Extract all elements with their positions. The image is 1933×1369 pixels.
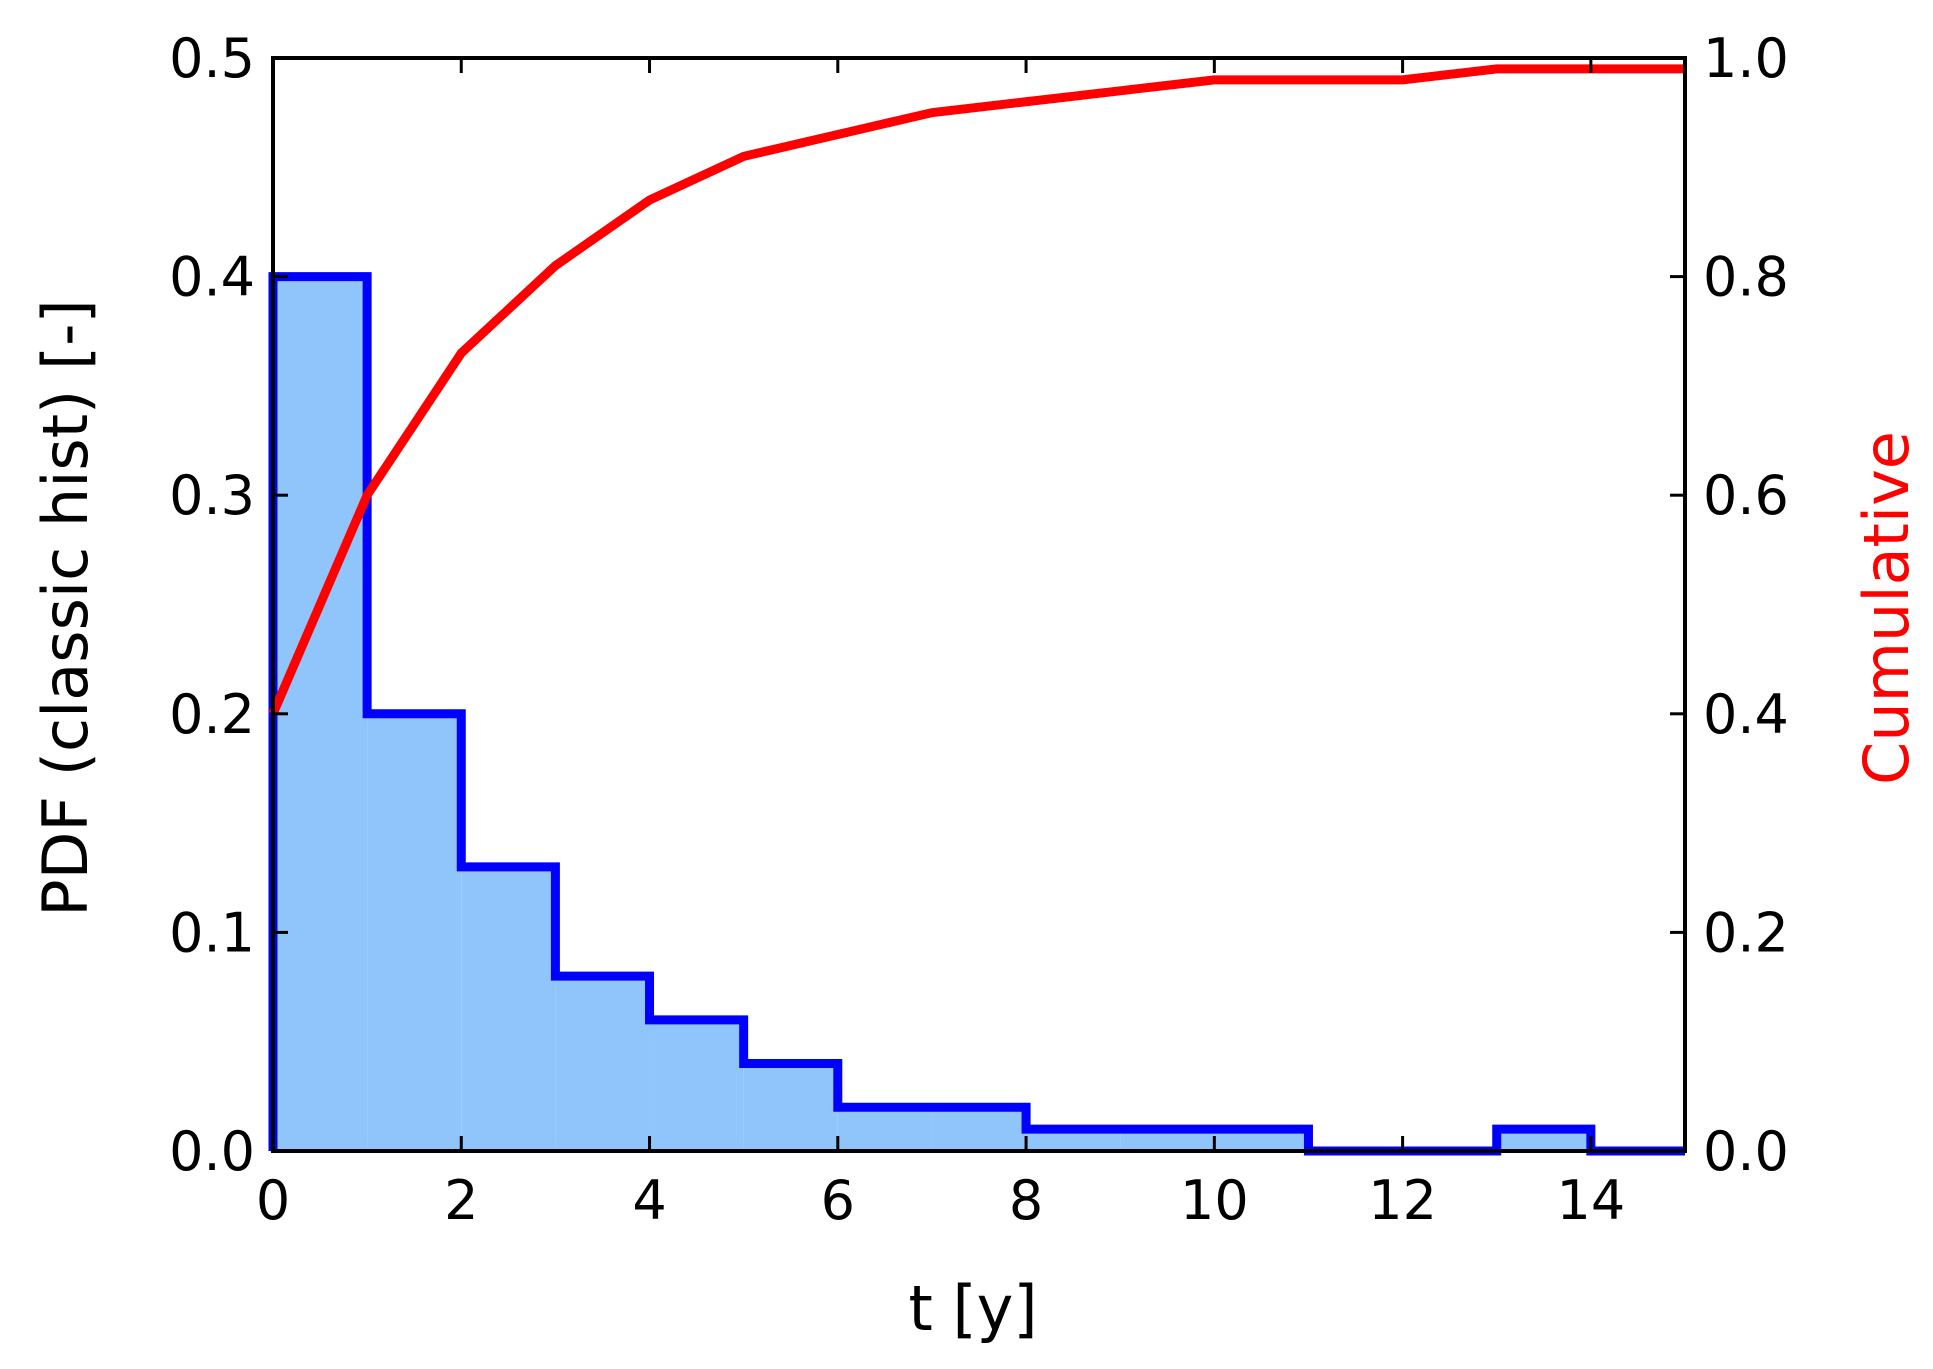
histogram-bar <box>649 1019 744 1151</box>
histogram-bar <box>461 866 556 1151</box>
y2-tick-label: 0.4 <box>1703 683 1789 746</box>
y2-tick-label: 1.0 <box>1703 27 1789 90</box>
x-tick-label: 0 <box>256 1169 290 1232</box>
y2-tick-label: 0.0 <box>1703 1120 1789 1183</box>
y-tick-label: 0.4 <box>169 246 255 309</box>
histogram-bar <box>1214 1129 1309 1151</box>
histogram-bar <box>743 1063 838 1151</box>
y2-axis-title: Cumulative <box>1850 431 1923 785</box>
y-tick-label: 0.2 <box>169 683 255 746</box>
y-tick-label: 0.5 <box>169 27 255 90</box>
x-tick-label: 10 <box>1180 1169 1249 1232</box>
x-tick-label: 6 <box>821 1169 855 1232</box>
y-tick-label: 0.0 <box>169 1120 255 1183</box>
histogram-bar <box>1496 1129 1591 1151</box>
x-tick-label: 2 <box>444 1169 478 1232</box>
x-tick-label: 4 <box>632 1169 666 1232</box>
histogram-layer <box>268 272 1685 1156</box>
histogram-bar <box>1120 1129 1215 1151</box>
histogram-bar <box>1026 1129 1121 1151</box>
histogram-bar <box>931 1107 1027 1151</box>
x-axis-title: t [y] <box>908 1272 1037 1345</box>
histogram-bar <box>555 976 650 1151</box>
y-tick-label: 0.3 <box>169 464 255 527</box>
x-tick-label: 12 <box>1368 1169 1437 1232</box>
histogram-bar <box>367 713 462 1151</box>
y-tick-label: 0.1 <box>169 901 255 964</box>
x-tick-label: 14 <box>1557 1169 1626 1232</box>
x-tick-label: 8 <box>1009 1169 1043 1232</box>
cumulative-layer <box>268 64 1685 716</box>
plot-frame <box>271 56 1687 1153</box>
y2-tick-label: 0.6 <box>1703 464 1789 527</box>
histogram-bar <box>273 276 368 1152</box>
y2-tick-label: 0.2 <box>1703 901 1789 964</box>
y-axis-title: PDF (classic hist) [-] <box>29 299 102 916</box>
cumulative-series-line <box>268 64 1685 716</box>
y2-tick-label: 0.8 <box>1703 246 1789 309</box>
histogram-bar <box>837 1107 932 1151</box>
axes-layer: 0 2 4 6 8 10 12 14 0.0 0.1 0.2 0.3 0.4 0.5 0.0 0.2 0.4 0.… <box>169 27 1789 1232</box>
labels-layer: t [y] PDF (classic hist) [-] Cumulative <box>29 299 1923 1345</box>
